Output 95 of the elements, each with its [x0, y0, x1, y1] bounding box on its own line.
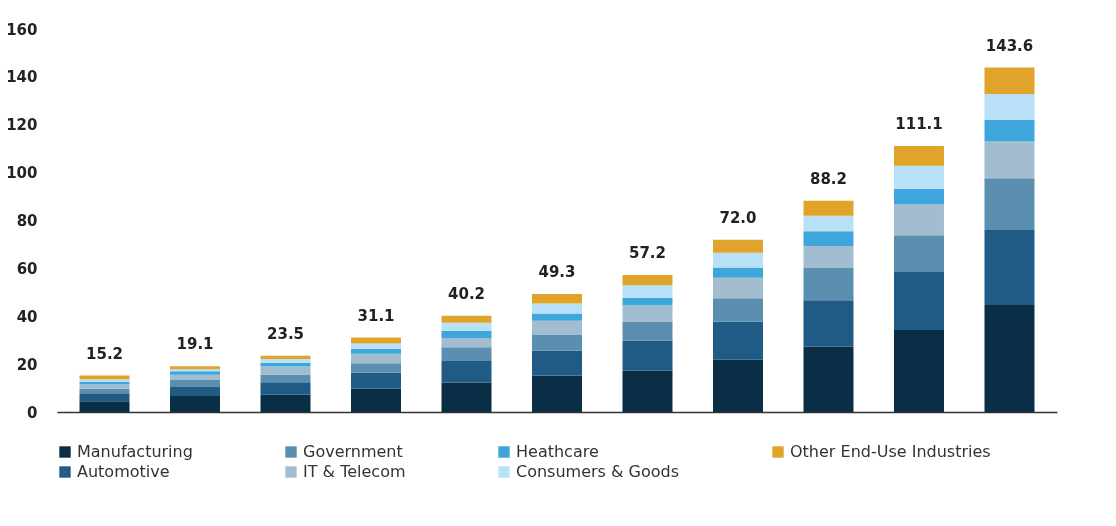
total-label: 19.1	[176, 335, 214, 354]
bar	[713, 252, 763, 268]
bar	[893, 235, 944, 272]
bar	[713, 298, 763, 322]
y-tick-label: 60	[16, 259, 38, 278]
total-label: 111.1	[895, 115, 943, 134]
bar	[351, 348, 401, 354]
total-label: 72.0	[719, 208, 757, 227]
y-tick-label: 20	[16, 355, 38, 374]
bar	[441, 361, 492, 383]
bar	[532, 293, 582, 304]
bar	[260, 382, 311, 395]
bar	[351, 337, 401, 344]
bar	[441, 315, 492, 323]
bar	[622, 321, 673, 341]
legend-label: Automotive	[77, 462, 170, 481]
bar	[170, 379, 221, 388]
bar	[984, 230, 1035, 305]
legend-label: Government	[303, 442, 403, 461]
bar	[622, 305, 673, 322]
bar	[803, 215, 854, 232]
y-tick-label: 0	[27, 403, 38, 422]
total-label: 31.1	[357, 306, 395, 325]
total-label: 15.2	[86, 344, 124, 363]
y-tick-label: 120	[6, 116, 38, 135]
bar	[893, 165, 944, 189]
bar	[984, 178, 1035, 231]
bar	[893, 188, 944, 205]
bar	[79, 384, 130, 389]
bar	[351, 363, 401, 373]
bar	[532, 350, 582, 376]
bar	[532, 334, 582, 351]
bar	[441, 347, 492, 362]
bar	[260, 359, 311, 363]
total-label: 143.6	[985, 36, 1034, 55]
bar	[441, 382, 492, 412]
bar	[713, 267, 763, 278]
bar	[170, 387, 221, 396]
bar	[713, 359, 763, 412]
legend-label: Consumers & Goods	[516, 462, 680, 481]
bar	[351, 343, 401, 349]
bar	[532, 320, 582, 335]
bar	[532, 313, 582, 321]
bar	[441, 322, 492, 331]
bar	[984, 94, 1035, 120]
total-label: 49.3	[538, 262, 576, 281]
bar	[351, 388, 401, 412]
bar	[532, 375, 582, 412]
bar	[984, 305, 1035, 412]
bar	[984, 119, 1035, 142]
y-tick-label: 100	[6, 164, 38, 183]
legend-label: IT & Telecom	[303, 462, 406, 481]
bar	[79, 393, 130, 402]
bar	[351, 372, 401, 389]
bar	[713, 239, 763, 253]
bar	[170, 374, 221, 380]
total-label: 88.2	[809, 169, 847, 188]
bar	[803, 231, 854, 247]
bar	[893, 271, 944, 330]
bar	[893, 329, 944, 412]
bar	[260, 362, 311, 367]
bar	[260, 394, 311, 412]
bar	[803, 246, 854, 268]
bar	[803, 300, 854, 347]
bar	[79, 401, 130, 412]
bar	[622, 285, 673, 298]
bar	[713, 277, 763, 299]
bar	[984, 67, 1035, 95]
bar	[803, 346, 854, 412]
y-tick-label: 160	[6, 20, 38, 39]
bar	[893, 204, 944, 236]
total-label: 57.2	[628, 244, 667, 263]
bar	[260, 374, 311, 383]
legend-label: Other End-Use Industries	[790, 442, 991, 461]
bar	[532, 303, 582, 314]
bar	[713, 321, 763, 360]
bar	[622, 340, 673, 371]
legend-label: Heathcare	[516, 442, 599, 461]
total-label: 40.2	[447, 284, 486, 303]
bar	[441, 330, 492, 339]
bar	[803, 267, 854, 301]
bar	[622, 370, 673, 412]
bar	[893, 146, 944, 166]
bar	[622, 297, 673, 306]
total-label: 23.5	[267, 324, 305, 343]
y-tick-label: 80	[16, 212, 38, 230]
bar	[803, 200, 854, 216]
y-tick-label: 140	[6, 68, 38, 87]
bar	[984, 141, 1035, 179]
legend-label: Manufacturing	[77, 442, 193, 461]
y-tick-label: 40	[16, 307, 38, 326]
bar	[622, 275, 673, 286]
bar	[351, 353, 401, 364]
bar	[170, 395, 221, 412]
bar	[441, 338, 492, 348]
